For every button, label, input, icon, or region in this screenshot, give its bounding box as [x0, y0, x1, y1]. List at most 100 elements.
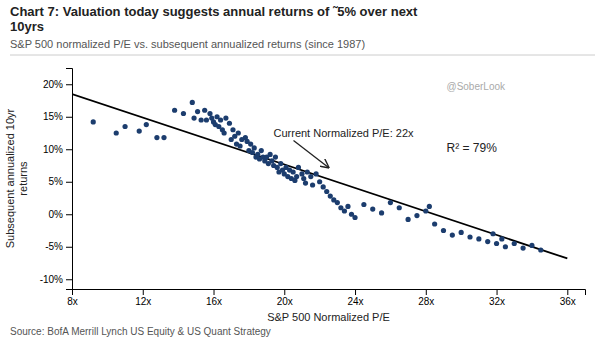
x-tick: 20x [277, 289, 293, 307]
scatter-point [191, 115, 196, 120]
scatter-point [406, 217, 411, 222]
x-tick-label: 12x [135, 296, 151, 307]
scatter-point [237, 143, 242, 148]
scatter-point [275, 165, 280, 170]
scatter-point [255, 152, 260, 157]
x-tick-mark [567, 289, 568, 295]
scatter-point [423, 208, 428, 213]
scatter-point [259, 148, 264, 153]
scatter-point [305, 169, 310, 174]
y-tick-mark [66, 279, 72, 280]
scatter-point [499, 236, 504, 241]
scatter-point [467, 234, 472, 239]
scatter-point [294, 174, 299, 179]
y-tick-mark [66, 182, 72, 183]
subtitle: S&P 500 normalized P/E vs. subsequent an… [10, 38, 365, 50]
y-axis: -10%-5%0%5%10%15%20% [40, 69, 73, 290]
scatter-point [190, 100, 195, 105]
scatter-point [204, 117, 209, 122]
scatter-point [308, 174, 313, 179]
x-tick: 32x [489, 289, 505, 307]
y-tick-label: -10% [40, 274, 63, 285]
scatter-point [352, 215, 357, 220]
scatter-point [397, 205, 402, 210]
scatter-point [303, 180, 308, 185]
scatter-point [520, 245, 525, 250]
scatter-point [230, 127, 235, 132]
y-tick-label: -5% [45, 241, 63, 252]
scatter-point [223, 115, 228, 120]
y-tick-label: 5% [49, 176, 64, 187]
scatter-point [296, 165, 301, 170]
x-axis-title: S&P 500 Normalized P/E [267, 311, 390, 323]
scatter-point [301, 176, 306, 181]
x-tick-label: 32x [489, 296, 505, 307]
scatter-point [207, 111, 212, 116]
scatter-point [91, 119, 96, 124]
scatter-point [342, 208, 347, 213]
scatter-point [268, 152, 273, 157]
y-tick-mark [66, 149, 72, 150]
marks [72, 94, 567, 258]
regression-line [72, 94, 567, 258]
scatter-point [476, 236, 481, 241]
scatter-point [181, 111, 186, 116]
scatter-point [485, 239, 490, 244]
scatter-point [195, 109, 200, 114]
annotations: R² = 79% Current Normalized P/E: 22x @Sobe… [274, 81, 507, 167]
x-tick: 8x [67, 289, 78, 307]
watermark: @SoberLook [446, 81, 506, 92]
source: Source: BofA Merrill Lynch US Equity & U… [10, 326, 271, 337]
scatter-point [490, 231, 495, 236]
scatter-point [459, 230, 464, 235]
scatter-point [199, 117, 204, 122]
x-tick-label: 16x [206, 296, 222, 307]
scatter-point [273, 154, 278, 159]
scatter-point [314, 171, 319, 176]
y-tick: -5% [45, 241, 72, 252]
scatter-point [227, 121, 232, 126]
y-tick: -10% [40, 274, 72, 285]
y-tick-label: 15% [43, 111, 63, 122]
x-tick-mark [214, 289, 215, 295]
x-tick-mark [355, 289, 356, 295]
x-tick-label: 20x [277, 296, 293, 307]
scatter-point [494, 241, 499, 246]
scatter-point [236, 130, 241, 135]
scatter-point [432, 221, 437, 226]
scatter-point [335, 200, 340, 205]
scatter-point [269, 158, 274, 163]
annotation-arrow [294, 140, 329, 167]
scatter-point [361, 202, 366, 207]
scatter-point [345, 204, 350, 209]
scatter-point [324, 189, 329, 194]
r2-label: R² = 79% [446, 141, 497, 155]
y-tick: 20% [43, 79, 72, 90]
y-axis-line [66, 69, 73, 290]
x-tick-mark [143, 289, 144, 295]
scatter-point [114, 130, 119, 135]
scatter-point [370, 206, 375, 211]
x-axis: 8x12x16x20x24x28x32x36x [67, 289, 585, 307]
scatter-point [250, 150, 255, 155]
y-tick: 0% [49, 209, 72, 220]
scatter-point [538, 247, 543, 252]
x-tick-mark [284, 289, 285, 295]
title: Chart 7: Valuation today suggests annual… [10, 4, 418, 19]
scatter-point [202, 108, 207, 113]
scatter-point [310, 182, 315, 187]
x-tick: 28x [418, 289, 434, 307]
scatter-point [218, 117, 223, 122]
annotation: Current Normalized P/E: 22x [274, 127, 414, 139]
separator [10, 55, 595, 56]
x-tick-label: 28x [418, 296, 434, 307]
scatter-point [154, 135, 159, 140]
x-tick-mark [426, 289, 427, 295]
scatter-point [427, 204, 432, 209]
scatter-point [248, 141, 253, 146]
scatter-point [321, 184, 326, 189]
scatter-point [222, 130, 227, 135]
y-tick-mark [66, 117, 72, 118]
x-tick-label: 8x [67, 296, 78, 307]
scatter-point [122, 124, 127, 129]
